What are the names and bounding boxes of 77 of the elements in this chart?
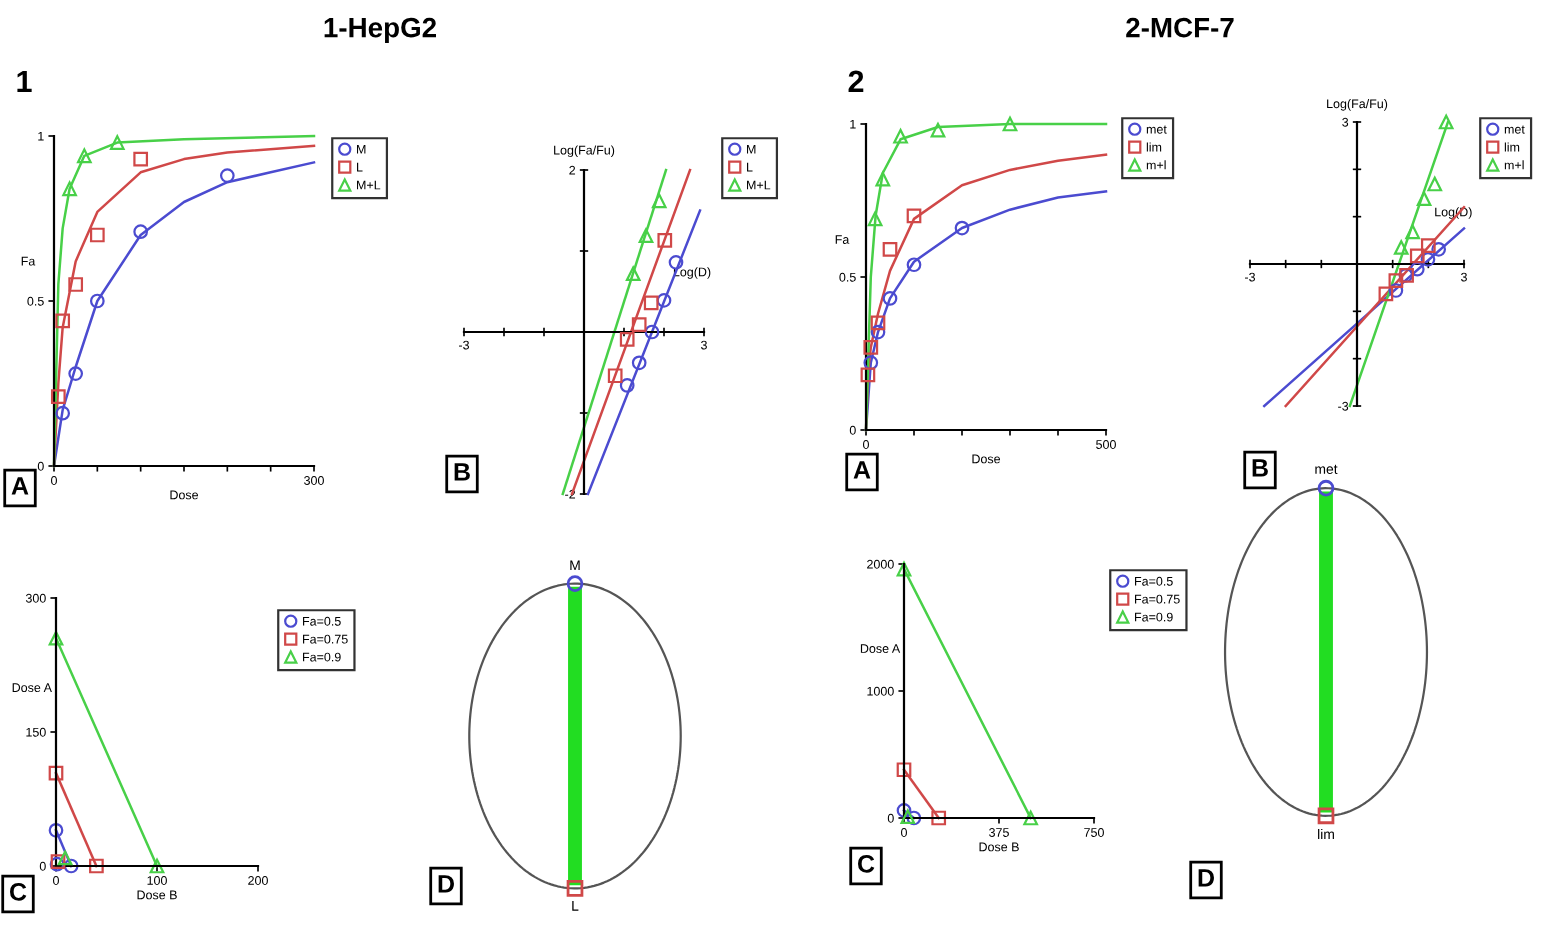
point	[149, 858, 165, 874]
point	[48, 630, 64, 646]
point	[656, 293, 672, 308]
point	[651, 193, 667, 209]
point	[954, 220, 970, 236]
point	[50, 389, 66, 405]
point	[896, 762, 912, 778]
point	[76, 148, 92, 164]
point	[882, 291, 898, 306]
point	[643, 295, 659, 311]
point	[906, 208, 922, 224]
point	[1378, 286, 1394, 302]
point	[607, 368, 623, 384]
text: D	[1198, 869, 1214, 887]
point	[896, 561, 912, 577]
point	[638, 228, 654, 243]
point	[619, 331, 635, 347]
point	[625, 266, 641, 282]
text: 2-MCF-7	[1126, 17, 1234, 38]
point	[1405, 224, 1420, 240]
point	[48, 822, 64, 838]
point	[1431, 241, 1447, 257]
point	[48, 765, 64, 781]
point	[1002, 116, 1018, 132]
point	[55, 405, 71, 421]
point	[63, 858, 79, 874]
point	[89, 227, 105, 243]
point	[1393, 240, 1409, 255]
point	[882, 242, 898, 257]
point	[62, 181, 77, 197]
point	[57, 850, 73, 866]
point	[619, 378, 635, 393]
point	[896, 803, 912, 818]
point	[1388, 273, 1404, 288]
point	[1023, 810, 1039, 826]
point	[89, 858, 104, 874]
point	[55, 313, 71, 329]
point	[930, 122, 946, 138]
point	[906, 257, 922, 273]
point	[68, 366, 84, 381]
point	[931, 810, 947, 826]
point	[89, 293, 105, 309]
point	[133, 151, 149, 167]
point	[863, 340, 879, 355]
text: D	[438, 875, 454, 893]
point	[900, 809, 916, 825]
point	[1427, 176, 1443, 192]
point	[893, 128, 908, 144]
point	[906, 810, 922, 826]
point	[657, 233, 673, 248]
point	[631, 355, 647, 371]
point	[644, 324, 660, 340]
text: A	[11, 477, 29, 495]
point	[875, 171, 891, 187]
point	[1409, 261, 1425, 277]
text: A	[853, 461, 871, 479]
text: C	[858, 855, 875, 873]
point	[863, 355, 879, 371]
point	[860, 367, 876, 383]
text: 1-HepG2	[324, 17, 437, 43]
point	[1416, 191, 1432, 207]
point	[109, 135, 125, 150]
text: B	[1252, 459, 1268, 477]
point	[133, 224, 149, 240]
annotation: B	[454, 463, 470, 481]
point	[870, 324, 886, 340]
text: C	[10, 883, 27, 901]
point	[219, 168, 235, 183]
point	[1388, 283, 1404, 298]
point	[1409, 248, 1425, 264]
point	[1420, 251, 1436, 267]
point	[870, 315, 886, 331]
point	[68, 277, 84, 292]
point	[631, 317, 647, 333]
point	[1420, 238, 1436, 253]
point	[867, 211, 883, 227]
point	[1438, 114, 1454, 130]
